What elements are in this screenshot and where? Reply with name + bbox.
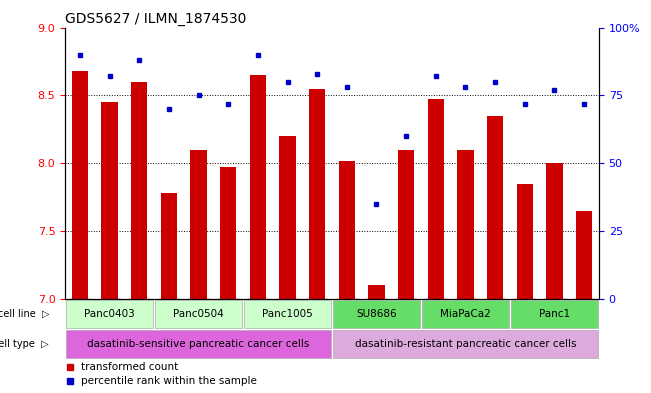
Bar (161, 193, 177, 299)
Text: percentile rank within the sample: percentile rank within the sample (81, 376, 257, 386)
Bar (131, 82, 147, 299)
Bar (576, 211, 592, 299)
Text: GDS5627 / ILMN_1874530: GDS5627 / ILMN_1874530 (65, 13, 247, 26)
Text: cell line  ▷: cell line ▷ (0, 309, 49, 319)
Bar (487, 116, 503, 299)
Bar (190, 150, 207, 299)
Bar (457, 150, 474, 299)
Bar (66, 300, 153, 328)
Text: MiaPaCa2: MiaPaCa2 (440, 309, 491, 319)
Bar (339, 161, 355, 299)
Text: transformed count: transformed count (81, 362, 178, 373)
Text: Panc0504: Panc0504 (173, 309, 224, 319)
Bar (368, 285, 385, 299)
Bar (102, 102, 118, 299)
Bar (428, 99, 444, 299)
Bar (309, 88, 326, 299)
Bar (333, 330, 598, 358)
Text: Panc1: Panc1 (539, 309, 570, 319)
Bar (244, 300, 331, 328)
Text: SU8686: SU8686 (356, 309, 397, 319)
Bar (250, 75, 266, 299)
Bar (72, 71, 88, 299)
Text: Panc1005: Panc1005 (262, 309, 313, 319)
Bar (155, 300, 242, 328)
Bar (66, 330, 331, 358)
Text: dasatinib-resistant pancreatic cancer cells: dasatinib-resistant pancreatic cancer ce… (355, 339, 576, 349)
Bar (517, 184, 533, 299)
Bar (546, 163, 562, 299)
Bar (333, 300, 420, 328)
Text: dasatinib-sensitive pancreatic cancer cells: dasatinib-sensitive pancreatic cancer ce… (87, 339, 310, 349)
Bar (220, 167, 236, 299)
Bar (422, 300, 509, 328)
Bar (398, 150, 414, 299)
Text: cell type  ▷: cell type ▷ (0, 339, 49, 349)
Bar (279, 136, 296, 299)
Text: Panc0403: Panc0403 (84, 309, 135, 319)
Bar (511, 300, 598, 328)
